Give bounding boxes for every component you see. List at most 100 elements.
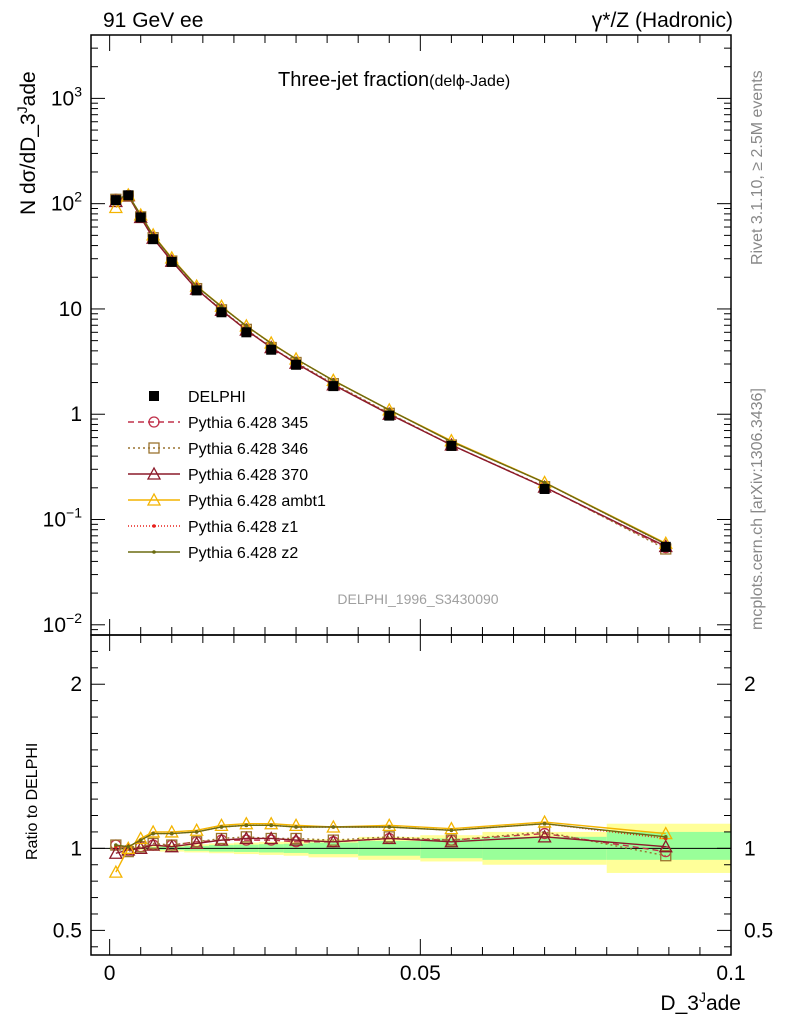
ratio-panel: 0.5 0.5 1 1 2 2 Ratio to DELPHI 0 0.05 0.1 D_3J… (24, 634, 773, 1015)
ratio-point (108, 864, 123, 878)
ratio-point (239, 831, 254, 845)
data-point (539, 483, 550, 494)
series-point (108, 200, 123, 214)
legend-item: Pythia 6.428 z2 (128, 545, 298, 562)
ratio-point (214, 818, 229, 832)
ratio-point (239, 816, 254, 830)
data-point (123, 190, 134, 201)
ratio-point (133, 840, 148, 854)
header-right: γ*/Z (Hadronic) (592, 9, 733, 32)
ratio-point (164, 824, 179, 838)
ratio-point (537, 814, 552, 828)
ratio-point (326, 834, 341, 848)
x-tick-labels: 0 0.05 0.1 (104, 962, 746, 985)
series-point (269, 341, 273, 346)
y-tick-label: 10−2 (43, 610, 83, 637)
y-tick-label: 10−1 (43, 505, 83, 532)
main-y-axis-label: N dσ/dD_3Jade (14, 71, 40, 215)
legend-label: Pythia 6.428 370 (188, 467, 308, 484)
legend-item: Pythia 6.428 345 (128, 415, 308, 432)
header-left: 91 GeV ee (103, 9, 203, 32)
x-tick-label: 0.1 (716, 962, 745, 985)
analysis-label: DELPHI_1996_S3430090 (337, 591, 498, 607)
data-point (446, 440, 457, 451)
legend-item: DELPHI (149, 389, 246, 406)
ratio-point (121, 842, 136, 856)
ratio-point (294, 825, 298, 829)
legend-item: Pythia 6.428 346 (128, 441, 308, 458)
rivet-label: Rivet 3.1.10, ≥ 2.5M events (749, 70, 766, 265)
legend-marker (152, 550, 156, 554)
ratio-point (382, 818, 397, 832)
legend-label: DELPHI (188, 389, 246, 406)
ratio-point (219, 825, 224, 829)
ratio-y-tick-label: 2 (70, 673, 82, 696)
ratio-point (537, 829, 552, 843)
series-point (244, 324, 249, 328)
ratio-y-tick-label-right: 1 (744, 837, 756, 860)
ratio-point (114, 843, 118, 847)
ratio-point (169, 831, 174, 836)
legend-label: Pythia 6.428 z1 (188, 519, 298, 536)
data-point (216, 307, 227, 318)
legend-marker (148, 416, 160, 428)
ratio-line (115, 836, 666, 854)
main-title: Three-jet fraction(delϕ-Jade) (278, 69, 510, 91)
y-tick-label: 10 (59, 298, 82, 321)
legend-marker (148, 442, 160, 454)
ratio-y-tick-label-right: 0.5 (744, 919, 773, 942)
main-y-ticks (91, 34, 731, 636)
legend: DELPHI Pythia 6.428 345 Pythia 6.428 346 Py… (128, 389, 326, 562)
ratio-y-tick-label: 1 (70, 837, 82, 860)
ratio-point (660, 850, 672, 862)
data-point (384, 410, 395, 421)
data-point (266, 344, 277, 355)
legend-item: Pythia 6.428 ambt1 (128, 492, 326, 510)
ratio-point (146, 824, 161, 838)
ratio-point (382, 831, 397, 845)
ratio-point (151, 831, 155, 836)
legend-marker (149, 391, 159, 401)
series-line (115, 193, 667, 544)
ratio-y-tick-label: 0.5 (53, 919, 82, 942)
ratio-point (121, 840, 136, 854)
y-tick-label: 102 (51, 189, 82, 216)
data-point (660, 541, 671, 552)
ratio-point (189, 822, 204, 836)
ratio-point (244, 823, 249, 828)
ratio-point (214, 832, 229, 846)
series-line (115, 194, 667, 545)
ratio-point (449, 828, 454, 833)
ratio-series-layer (108, 814, 673, 878)
data-point (328, 381, 339, 392)
data-point (291, 359, 302, 370)
ratio-point (663, 835, 668, 839)
ratio-point (288, 832, 304, 846)
series-point (542, 480, 547, 485)
legend-item: Pythia 6.428 370 (128, 466, 308, 484)
y-tick-label: 103 (51, 83, 82, 110)
x-tick-label: 0.05 (400, 962, 441, 985)
data-point (135, 212, 146, 223)
data-point (110, 195, 121, 206)
legend-label: Pythia 6.428 z2 (188, 545, 298, 562)
x-axis-label: D_3Jade (660, 989, 741, 1015)
data-point (241, 327, 252, 338)
ratio-point (387, 825, 392, 829)
main-frame (90, 34, 732, 636)
ratio-point (288, 818, 304, 832)
ratio-point (658, 839, 673, 853)
ratio-y-axis-label: Ratio to DELPHI (24, 743, 41, 860)
ratio-y-tick-label-right: 2 (744, 673, 756, 696)
ratio-point (269, 823, 273, 828)
ratio-point (444, 821, 459, 835)
legend-marker (146, 466, 162, 480)
main-title-text: Three-jet fraction (278, 69, 429, 91)
ratio-point (444, 834, 459, 848)
ratio-tick-labels: 0.5 0.5 1 1 2 2 (53, 673, 773, 942)
data-point (166, 256, 177, 267)
legend-item: Pythia 6.428 z1 (128, 519, 298, 536)
ratio-point (108, 845, 123, 859)
